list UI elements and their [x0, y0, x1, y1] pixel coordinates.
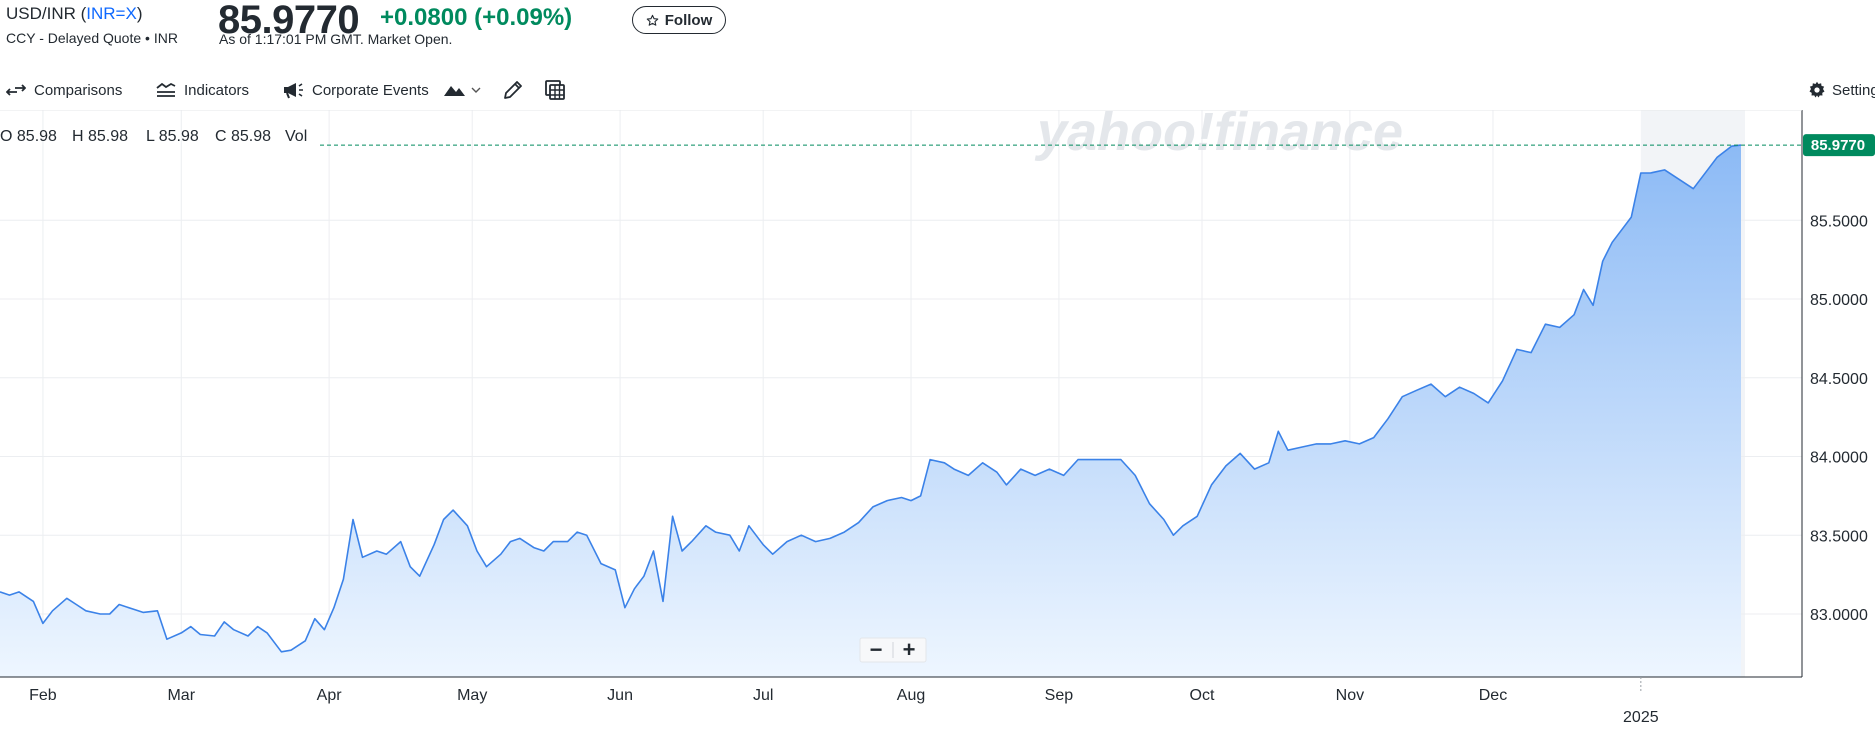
y-tick-label: 85.0000 [1810, 292, 1868, 309]
symbol-title: USD/INR (INR=X) [6, 4, 143, 24]
yahoo-finance-watermark: yahoo!finance [1034, 110, 1403, 162]
y-tick-label: 83.5000 [1810, 528, 1868, 545]
comparisons-button[interactable]: Comparisons [6, 70, 122, 110]
y-tick-label: 85.5000 [1810, 213, 1868, 230]
symbol-suffix: ) [136, 4, 143, 23]
minus-icon: − [870, 637, 883, 662]
settings-label: Settings [1832, 81, 1875, 99]
ohlc-open: O 85.98 [0, 128, 57, 145]
price-line [0, 144, 1742, 653]
calculator-grid-icon [545, 80, 565, 100]
quote-subtitle: CCY - Delayed Quote • INR [6, 30, 178, 46]
mountain-chart-icon [444, 86, 465, 96]
chevron-down-icon [471, 87, 481, 93]
y-tick-label: 84.0000 [1810, 450, 1868, 467]
corporate-events-button[interactable]: Corporate Events [282, 70, 429, 110]
y-tick-label: 83.0000 [1810, 607, 1868, 624]
last-price: 85.9770 [218, 0, 360, 42]
ohlc-low: L 85.98 [146, 128, 199, 145]
megaphone-icon [284, 83, 303, 99]
x-tick-label: Apr [317, 687, 343, 704]
x-tick-label: May [457, 687, 487, 704]
as-of-timestamp: As of 1:17:01 PM GMT. Market Open. [219, 31, 453, 47]
table-view-button[interactable] [544, 70, 566, 110]
x-tick-label: Dec [1479, 687, 1507, 704]
pencil-icon [504, 81, 522, 99]
corporate-events-label: Corporate Events [312, 81, 429, 99]
x-tick-label: Oct [1190, 687, 1215, 704]
ohlc-readout: O 85.98 H 85.98 L 85.98 C 85.98 Vol [0, 128, 307, 145]
x-tick-label: Jun [607, 687, 633, 704]
follow-label: Follow [664, 11, 713, 29]
star-icon [646, 14, 659, 26]
x-axis-labels: Feb Mar Apr May Jun Jul Aug Sep Oct Nov Dec 2025 [29, 677, 1659, 726]
x-tick-label: Nov [1336, 687, 1364, 704]
price-chart[interactable]: yahoo!finance 83.0000 83.5000 84.0000 84.50… [0, 102, 1875, 726]
x-tick-label: Aug [897, 687, 925, 704]
symbol-prefix: USD/INR ( [6, 4, 87, 23]
price-change: +0.0800 (+0.09%) [380, 4, 572, 32]
compare-arrows-icon [6, 84, 26, 96]
last-price-badge: 85.9770 [1803, 134, 1875, 157]
settings-button[interactable]: Settings [1808, 70, 1875, 110]
change-percent: (+0.09%) [474, 4, 573, 31]
x-tick-label: Sep [1045, 687, 1074, 704]
zoom-controls: − + [859, 637, 927, 663]
indicators-label: Indicators [184, 81, 250, 99]
price-area-fill [0, 145, 1741, 678]
x-tick-label: Feb [29, 687, 57, 704]
comparisons-label: Comparisons [34, 81, 123, 99]
zoom-in-button[interactable]: + [893, 637, 926, 662]
chart-canvas[interactable]: yahoo!finance 83.0000 83.5000 84.0000 84.50… [0, 102, 1875, 726]
zoom-out-button[interactable]: − [860, 637, 893, 662]
follow-button[interactable]: Follow [632, 6, 726, 34]
chart-type-dropdown[interactable] [443, 70, 481, 110]
chart-toolbar: Comparisons Indicators Corporate Events … [0, 70, 1875, 110]
indicators-icon [156, 82, 176, 97]
indicators-button[interactable]: Indicators [156, 70, 249, 110]
gear-icon [1809, 81, 1825, 98]
y-tick-label: 84.5000 [1810, 371, 1868, 388]
x-tick-label: Mar [167, 687, 195, 704]
last-price-badge-text: 85.9770 [1811, 137, 1865, 154]
change-value: +0.0800 [380, 4, 468, 31]
plus-icon: + [903, 637, 916, 662]
x-tick-label: Jul [753, 687, 773, 704]
ohlc-volume: Vol [285, 128, 307, 145]
draw-tool-button[interactable] [501, 70, 525, 110]
quote-header: USD/INR (INR=X) CCY - Delayed Quote • IN… [0, 0, 1875, 70]
year-tick-label: 2025 [1623, 709, 1659, 726]
ohlc-close: C 85.98 [215, 128, 271, 145]
ohlc-high: H 85.98 [72, 128, 128, 145]
y-axis-labels: 83.0000 83.5000 84.0000 84.5000 85.0000 85.50… [1810, 213, 1868, 624]
ticker-link[interactable]: INR=X [86, 4, 137, 23]
